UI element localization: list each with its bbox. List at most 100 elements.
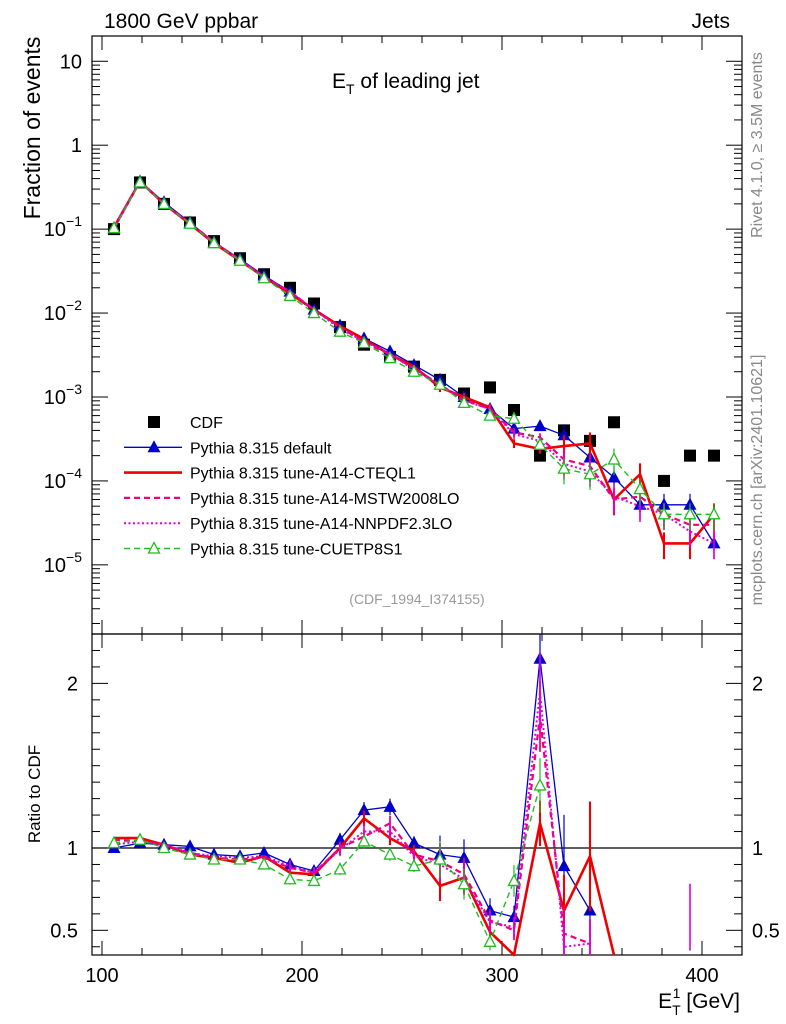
legend-entry-label: Pythia 8.315 tune-A14-MSTW2008LO <box>190 491 459 508</box>
x-axis-label: ET1 [GeV] <box>658 985 740 1018</box>
main-point-cuetp <box>207 235 221 249</box>
main-point-data <box>508 403 520 416</box>
ratio-plot-frame <box>91 633 743 956</box>
y-tick-label: 1 <box>71 135 82 157</box>
legend: CDF Pythia 8.315 default Pythia 8.315 tune… <box>124 415 459 559</box>
ratio-y-axis-label: Ratio to CDF <box>25 745 44 843</box>
main-point-cuetp <box>283 288 297 302</box>
ratio-line-a14mstw <box>113 715 591 945</box>
y-tick-label: 10−4 <box>44 465 82 493</box>
ratio-axes: 0.5 0.5 1 1 2 2 <box>50 649 780 948</box>
main-point-default <box>607 470 621 483</box>
ratio-point-cuetp <box>257 857 271 870</box>
legend-entry-label: Pythia 8.315 default <box>190 440 332 457</box>
y-axis-label: Fraction of events <box>19 37 45 220</box>
header-right-label: Jets <box>691 10 730 33</box>
main-point-cuetp <box>257 270 271 284</box>
main-point-cuetp <box>583 466 597 480</box>
mcplots-label: mcplots.cern.ch [arXiv:2401.10621] <box>749 355 766 606</box>
main-point-data <box>534 449 546 462</box>
ratio-point-default <box>333 832 347 845</box>
ratio-series-cuetp <box>107 758 547 951</box>
main-point-cuetp <box>407 364 421 377</box>
ratio-point-default <box>507 910 521 923</box>
ratio-line-cuetp <box>113 785 541 943</box>
ratio-point-cuetp <box>283 871 297 885</box>
ratio-point-cuetp <box>183 847 197 860</box>
ratio-series-default <box>107 634 597 947</box>
ratio-point-cuetp <box>307 873 321 887</box>
main-point-cuetp <box>233 253 247 266</box>
main-point-cuetp <box>357 335 371 349</box>
main-point-cuetp <box>683 506 697 520</box>
ratio-point-default <box>457 850 471 863</box>
main-point-cuetp <box>307 305 321 319</box>
legend-marker-default <box>147 440 161 453</box>
main-point-default <box>557 428 571 441</box>
ratio-point-cuetp <box>407 858 421 872</box>
legend-marker-data <box>148 416 160 428</box>
x-tick-label: 400 <box>685 965 718 987</box>
main-point-cuetp <box>433 377 447 390</box>
legend-entry-label: CDF <box>190 415 223 432</box>
y-tick-label: 10−5 <box>44 549 82 577</box>
main-point-cuetp <box>533 437 547 450</box>
ratio-point-cuetp <box>533 778 547 791</box>
ratio-point-cuetp <box>107 835 121 849</box>
ratio-y-tick-label-right: 0.5 <box>752 920 780 942</box>
ratio-y-tick-label-right: 2 <box>752 673 763 695</box>
ratio-point-cuetp <box>457 876 471 890</box>
main-point-cuetp <box>383 350 397 364</box>
x-tick-label: 100 <box>85 965 118 987</box>
y-tick-label: 10−1 <box>44 213 82 241</box>
ratio-line-a14nnpdf <box>113 690 591 948</box>
ratio-point-default <box>407 836 421 849</box>
main-point-cuetp <box>157 196 171 210</box>
main-point-data <box>608 416 620 429</box>
main-point-data <box>658 474 670 487</box>
y-tick-label: 10−3 <box>44 381 82 409</box>
main-series <box>107 174 721 560</box>
ratio-point-default <box>357 803 371 816</box>
ratio-series-a14cteq <box>114 800 616 957</box>
main-point-cuetp <box>633 481 647 495</box>
main-line-cuetp <box>113 181 714 515</box>
ratio-point-cuetp <box>357 834 371 847</box>
ratio-y-tick-label: 2 <box>67 673 78 695</box>
main-point-cuetp <box>483 408 497 421</box>
main-point-data <box>684 449 696 462</box>
analysis-id-label: (CDF_1994_I374155) <box>349 591 484 607</box>
header-left-label: 1800 GeV ppbar <box>104 10 258 33</box>
main-point-cuetp <box>607 452 621 465</box>
ratio-point-cuetp <box>507 873 521 887</box>
rivet-version-label: Rivet 4.1.0, ≥ 3.5M events <box>749 52 766 238</box>
main-point-cuetp <box>107 220 121 234</box>
main-point-cuetp <box>557 461 571 474</box>
ratio-point-cuetp <box>133 832 147 845</box>
plot-title: ET of leading jet <box>332 70 480 97</box>
y-tick-label: 10−2 <box>44 297 82 325</box>
main-point-cuetp <box>507 411 521 424</box>
ratio-point-cuetp <box>483 934 497 947</box>
y-tick-label: 10 <box>60 51 82 73</box>
main-point-default <box>533 419 547 432</box>
ratio-y-tick-label: 0.5 <box>50 920 78 942</box>
ratio-point-cuetp <box>433 852 447 865</box>
main-axes: 100 200 300 400 10−5 10−4 10−3 10−2 10−1 1 10 <box>44 35 743 987</box>
main-point-data <box>484 381 496 394</box>
main-point-cuetp <box>657 506 671 520</box>
ratio-series-a14mstw <box>113 680 591 955</box>
ratio-y-tick-label-right: 1 <box>752 838 763 860</box>
ratio-point-default <box>383 799 397 812</box>
main-point-cuetp <box>333 324 347 337</box>
x-tick-label: 300 <box>485 965 518 987</box>
main-point-cuetp <box>133 175 147 188</box>
main-point-cuetp <box>457 395 471 409</box>
ratio-point-cuetp <box>207 852 221 865</box>
main-point-cuetp <box>183 216 197 229</box>
ratio-series <box>107 634 691 957</box>
x-tick-label: 200 <box>285 965 318 987</box>
legend-entry-label: Pythia 8.315 tune-A14-NNPDF2.3LO <box>190 516 452 533</box>
ratio-point-default <box>257 845 271 858</box>
main-series-cuetp <box>107 175 721 531</box>
